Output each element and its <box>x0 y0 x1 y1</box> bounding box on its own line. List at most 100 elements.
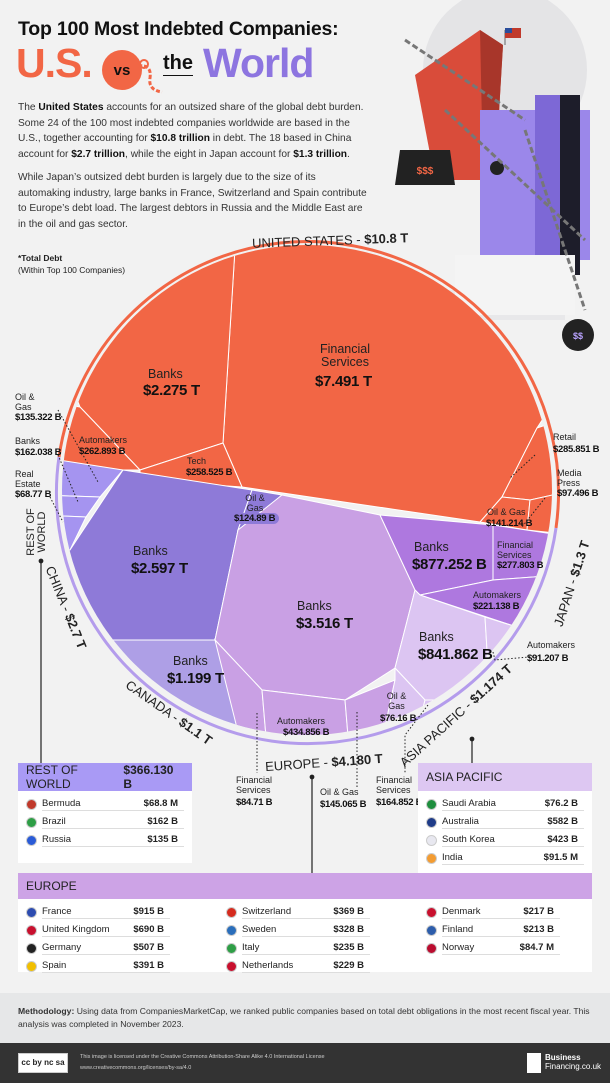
us-fs-label: Financial Services <box>319 342 371 369</box>
us-retail-label: Retail <box>553 432 577 442</box>
us-oil-label: Oil & Gas <box>487 507 526 517</box>
country-value: $217 B <box>523 905 560 919</box>
country-name: Russia <box>42 833 148 847</box>
title-vs: vs <box>113 61 131 79</box>
legend-row: Russia $135 B <box>26 831 184 849</box>
us-tech-label: Tech <box>187 456 207 466</box>
flag-icon <box>426 906 437 918</box>
country-value: $91.5 M <box>543 851 584 865</box>
title-world: World <box>203 40 314 86</box>
note-subtitle: (Within Top 100 Companies) <box>18 265 126 275</box>
country-value: $76.2 B <box>544 797 584 811</box>
methodology: Methodology: Using data from CompaniesMa… <box>0 993 610 1043</box>
us-media-value: $97.496 B <box>557 488 599 499</box>
cc-license-icon: cc by nc sa <box>18 1053 68 1073</box>
legend-row: South Korea $423 B <box>426 831 584 849</box>
country-name: Finland <box>442 923 524 937</box>
eu-auto-label: Automakers <box>277 716 326 726</box>
legend-row-title: REST OF WORLD <box>26 763 78 791</box>
us-media-label: Media Press <box>557 468 582 488</box>
country-name: Denmark <box>442 905 524 919</box>
intro-text: in debt. The 18 based in China account f… <box>18 133 352 160</box>
globe-icon <box>490 161 504 175</box>
country-name: United Kingdom <box>42 923 134 937</box>
canada-banks-label: Banks <box>173 654 208 668</box>
country-name: Norway <box>442 941 520 955</box>
flag-icon <box>426 834 437 846</box>
country-name: Sweden <box>242 923 334 937</box>
intro-highlight: $2.7 trillion <box>71 148 126 160</box>
row-oil-value: $135.322 B <box>15 412 62 423</box>
country-value: $68.8 M <box>143 797 184 811</box>
intro-highlight: United States <box>38 102 104 113</box>
us-ring-arc <box>57 240 560 529</box>
eu-oil-value: $145.065 B <box>320 799 367 810</box>
flag-icon <box>26 942 37 954</box>
eu-fs-label: Financial Services <box>236 775 273 795</box>
flag-icon <box>426 798 437 810</box>
legend-row: Australia $582 B <box>426 813 584 831</box>
legend-asia-pacific: ASIA PACIFIC Saudi Arabia $76.2 B Australi… <box>418 763 592 876</box>
us-oil-value: $141.214 B <box>486 518 533 529</box>
legend-row: Brazil $162 B <box>26 813 184 831</box>
ap-banks-label: Banks <box>419 630 454 644</box>
eu-oil-label: Oil & Gas <box>320 787 359 797</box>
ring-label-row: REST OF WORLD <box>25 508 48 556</box>
title-line-1: Top 100 Most Indebted Companies: <box>18 18 339 40</box>
eu-banks-label: Banks <box>297 599 332 613</box>
us-retail-value: $285.851 B <box>553 444 600 455</box>
ap-auto-value: $91.207 B <box>527 653 569 664</box>
debt-ball-icon <box>562 319 594 351</box>
country-name: Bermuda <box>42 797 144 811</box>
title-the: the <box>163 52 193 76</box>
legend-row: Switzerland $369 B <box>226 903 370 921</box>
cell-eu-oil <box>344 679 396 735</box>
leader-row-realestate <box>49 496 64 523</box>
cell-us-retail <box>501 399 552 501</box>
country-value: $423 B <box>547 833 584 847</box>
ap-auto-label: Automakers <box>527 640 576 650</box>
intro-highlight: $10.8 trillion <box>150 133 210 144</box>
country-name: Australia <box>442 815 548 829</box>
legend-row: Spain $391 B <box>26 957 170 975</box>
flag-icon <box>226 924 237 936</box>
intro-text: , while the eight in Japan account for <box>125 148 294 160</box>
business-financing-logo-icon <box>527 1053 541 1073</box>
country-value: $507 B <box>133 941 170 955</box>
row-banks-label: Banks <box>15 436 41 446</box>
country-name: Netherlands <box>242 959 334 973</box>
legend-row: Finland $213 B <box>426 921 560 939</box>
note-title: *Total Debt <box>18 253 63 263</box>
flag-icon <box>26 906 37 918</box>
jp-auto-label: Automakers <box>473 590 522 600</box>
country-value: $162 B <box>147 815 184 829</box>
country-value: $582 B <box>547 815 584 829</box>
intro: The United States accounts for an outsiz… <box>18 100 368 240</box>
legend-row: Germany $507 B <box>26 939 170 957</box>
country-name: India <box>442 851 544 865</box>
china-oil-value: $124.89 B <box>230 513 280 524</box>
flag-icon <box>26 798 37 810</box>
jp-banks-value: $877.252 B <box>412 556 487 573</box>
eu-fs-value: $84.71 B <box>236 797 273 808</box>
country-name: South Korea <box>442 833 548 847</box>
jp-fs-value: $277.803 B <box>497 560 544 571</box>
china-oil-label: Oil & Gas <box>245 493 265 513</box>
intro-highlight: $1.3 trillion <box>293 148 348 160</box>
cell-ap-oil <box>377 666 426 735</box>
legend-row: Saudi Arabia $76.2 B <box>426 795 584 813</box>
legend-eu-title: EUROPE <box>26 879 77 893</box>
country-value: $84.7 M <box>519 941 560 955</box>
jp-banks-label: Banks <box>414 540 449 554</box>
row-banks-value: $162.038 B <box>15 447 62 458</box>
license-text: This image is licensed under the Creativ… <box>80 1054 325 1060</box>
us-flag-icon <box>505 28 521 38</box>
country-value: $213 B <box>523 923 560 937</box>
ball-label: $$ <box>573 331 583 341</box>
license-url[interactable]: www.creativecommons.org/licenses/by-sa/4… <box>80 1065 192 1071</box>
flag-icon <box>26 834 37 846</box>
footer: cc by nc sa This image is licensed under… <box>0 1043 610 1083</box>
china-banks-value: $2.597 T <box>131 560 188 577</box>
